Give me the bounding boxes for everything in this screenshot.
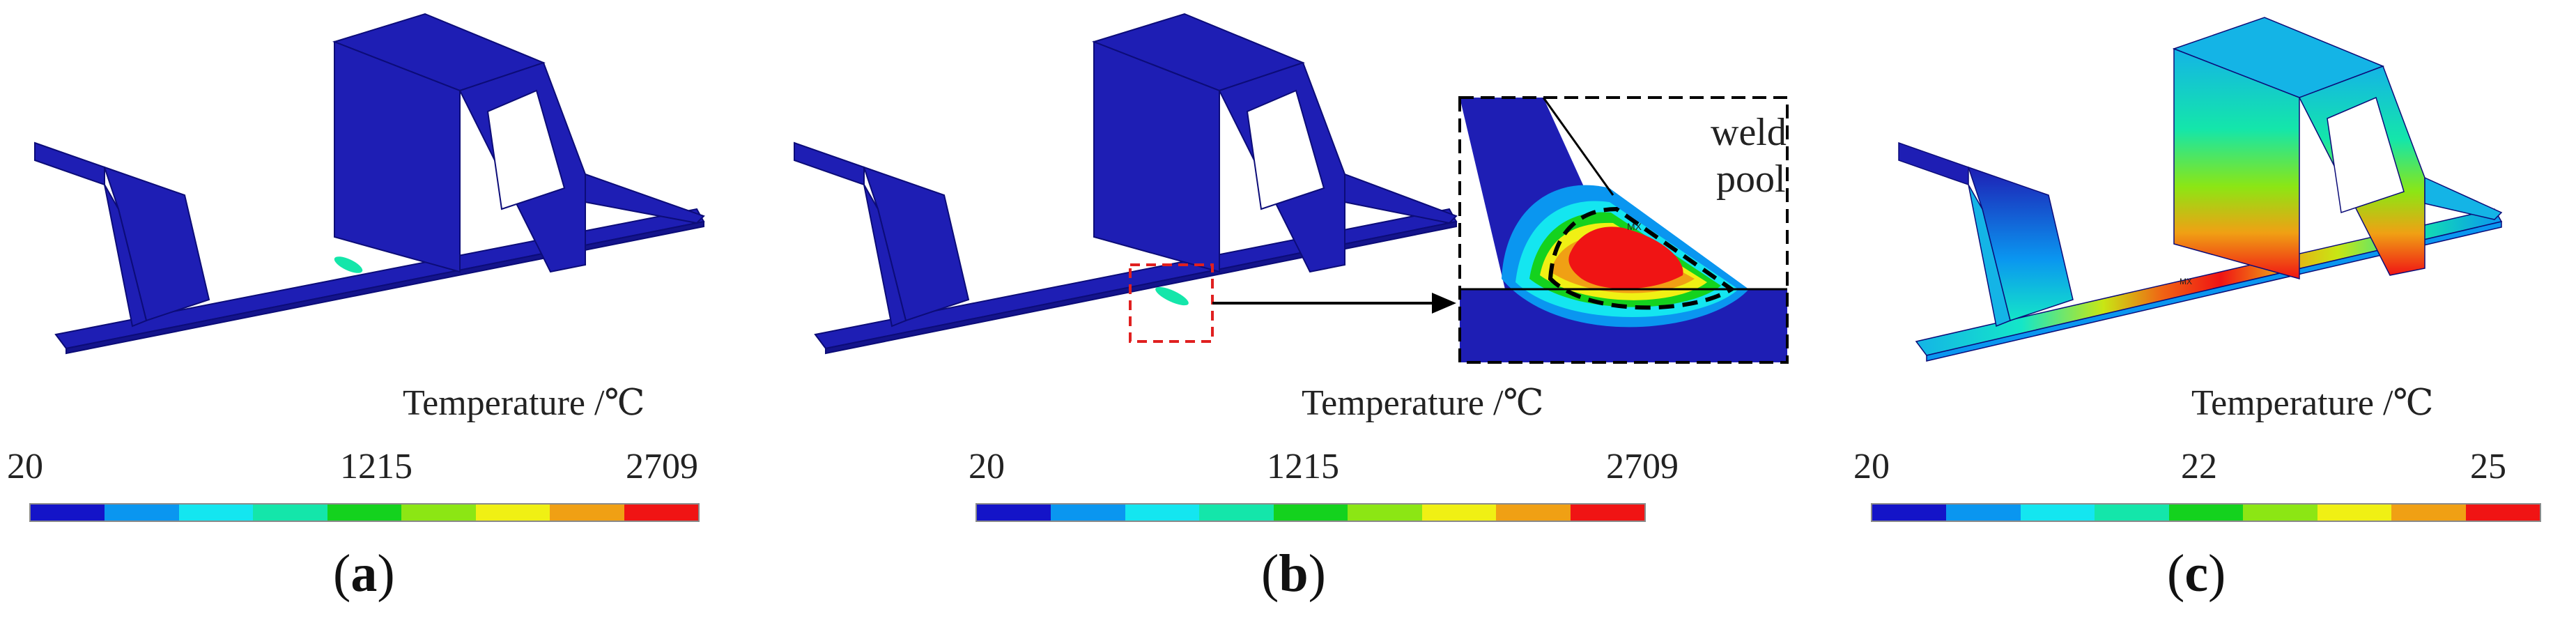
panel-label-b: (b): [1261, 544, 1326, 604]
colorbar-segment-6: [2243, 505, 2317, 521]
panel-label-letter: a: [350, 544, 378, 603]
max-marker: MX: [2180, 277, 2192, 286]
colorbar-segment-7: [1421, 505, 1497, 521]
colorbar-tick-mid: 22: [2181, 447, 2217, 486]
panel-label-a: (a): [333, 544, 395, 604]
weld-pool-text-line2: pool: [1716, 157, 1786, 201]
callout-arrowhead: [1432, 293, 1456, 314]
colorbar-segment-3: [2020, 505, 2095, 521]
temperature-label: Temperature /℃: [1302, 383, 1544, 423]
weld-pool-inset: weld pool MX: [1458, 96, 1789, 364]
colorbar-tick-min: 20: [7, 447, 43, 486]
panel-c: MX Temperature /℃ 20 22 25 (c): [1840, 0, 2576, 623]
panel-label-close: ): [377, 544, 395, 603]
panel-label-letter: b: [1279, 544, 1309, 603]
model-3d-panel-c: MX: [1898, 17, 2503, 362]
colorbar-segment-9: [2465, 505, 2540, 521]
colorbar-segment-7: [475, 505, 550, 521]
colorbar-tick-max: 25: [2470, 447, 2506, 486]
colorbar: [29, 503, 700, 522]
max-marker: MX: [1627, 221, 1642, 232]
colorbar-segment-5: [2168, 505, 2244, 521]
weld-spot: [1155, 286, 1189, 306]
colorbar-tick-max: 2709: [1606, 447, 1679, 486]
colorbar-segment-4: [253, 505, 327, 521]
colorbar-segment-3: [178, 505, 254, 521]
panel-label-open: (: [2167, 544, 2185, 603]
colorbar-segment-2: [105, 505, 179, 521]
colorbar-segment-3: [1125, 505, 1200, 521]
colorbar-segment-9: [624, 505, 698, 521]
colorbar: [1871, 503, 2541, 522]
panel-label-open: (: [333, 544, 351, 603]
colorbar-segment-2: [1051, 505, 1125, 521]
colorbar-tick-mid: 1215: [340, 447, 412, 486]
colorbar-segment-8: [550, 505, 624, 521]
model-3d-panel-b: weld pool MX: [794, 13, 1789, 364]
temperature-label: Temperature /℃: [403, 383, 645, 423]
panel-label-letter: c: [2184, 544, 2209, 603]
colorbar-segment-5: [1273, 505, 1348, 521]
colorbar-segment-6: [401, 505, 476, 521]
panel-b: weld pool MX Temperature /℃ 20 1215 2709…: [780, 0, 1826, 623]
weld-pool-text-line1: weld: [1711, 111, 1787, 154]
temperature-label: Temperature /℃: [2191, 383, 2434, 423]
colorbar-segment-8: [1496, 505, 1571, 521]
colorbar-segment-4: [2095, 505, 2169, 521]
colorbar-segment-1: [1872, 505, 1947, 521]
panel-label-close: ): [2208, 544, 2226, 603]
colorbar-segment-5: [327, 505, 402, 521]
colorbar-segment-8: [2391, 505, 2466, 521]
colorbar-tick-max: 2709: [626, 447, 698, 486]
colorbar-segment-2: [1946, 505, 2021, 521]
model-3d-panel-a: [34, 13, 705, 355]
colorbar-segment-1: [977, 505, 1051, 521]
colorbar-segment-9: [1570, 505, 1644, 521]
colorbar: [975, 503, 1646, 522]
colorbar-segment-4: [1199, 505, 1274, 521]
colorbar-segment-6: [1348, 505, 1422, 521]
panel-a: Temperature /℃ 20 1215 2709 (a): [0, 0, 836, 623]
panel-label-open: (: [1261, 544, 1279, 603]
panel-label-c: (c): [2167, 544, 2226, 604]
colorbar-tick-min: 20: [1853, 447, 1890, 486]
colorbar-tick-min: 20: [969, 447, 1005, 486]
weld-spot: [334, 256, 363, 273]
colorbar-segment-1: [31, 505, 105, 521]
colorbar-tick-mid: 1215: [1267, 447, 1339, 486]
panel-label-close: ): [1308, 544, 1326, 603]
colorbar-segment-7: [2317, 505, 2392, 521]
